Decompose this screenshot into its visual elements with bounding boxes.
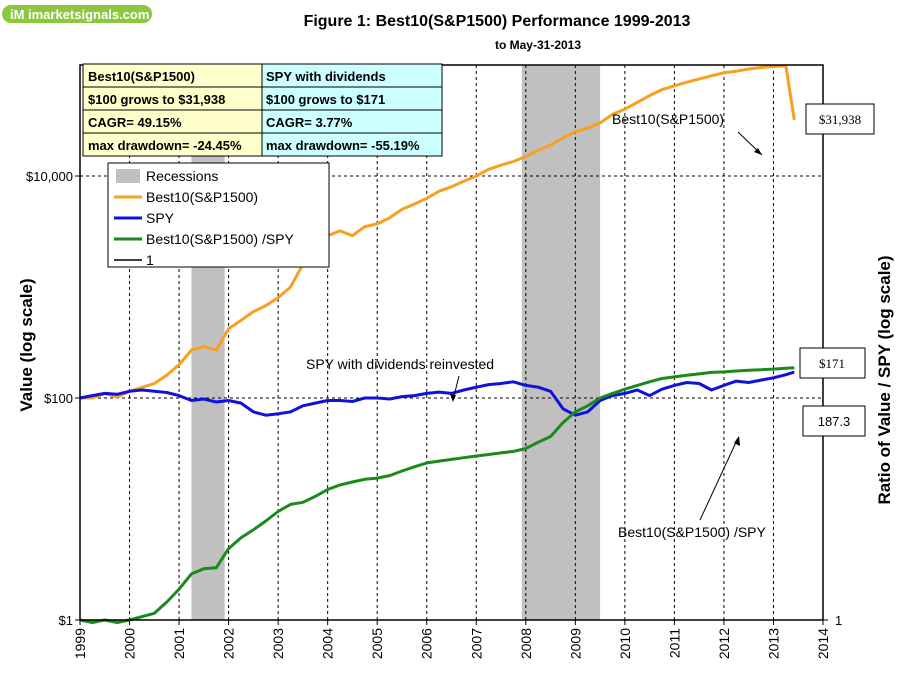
- plot-area: 1999 2000 2001 2002 2003 2004 2005 2006 2007 2008…: [26, 64, 842, 659]
- logo: iM imarketsignals.com: [2, 5, 152, 23]
- annotation-ratio-arrow: [699, 437, 739, 521]
- end-labels: $31,938 $171 187.3: [799, 103, 875, 437]
- legend-entry: 1: [146, 252, 154, 268]
- x-tick-label: 2012: [716, 628, 732, 659]
- annotations: Best10(S&P1500) SPY with dividends reinv…: [306, 111, 767, 540]
- end-label-box-best10: [805, 103, 875, 135]
- plot-frame: [79, 64, 824, 621]
- x-tick-label: 2001: [171, 628, 187, 659]
- x-tick-label: 2004: [320, 628, 336, 659]
- info-right-row-4: max drawdown= -55.19%: [266, 138, 420, 153]
- legend-swatch-recessions: [116, 169, 140, 183]
- info-right-row-3: CAGR= 3.77%: [266, 115, 353, 130]
- info-left-row-4: max drawdown= -24.45%: [88, 138, 242, 153]
- x-tick-label: 2006: [419, 628, 435, 659]
- legend-box: [107, 162, 330, 268]
- x-tick-label: 2010: [617, 628, 633, 659]
- legend-entry: SPY: [146, 210, 175, 226]
- y-axis-label-left: Value (log scale): [17, 278, 36, 411]
- logo-mark: iM: [10, 7, 24, 22]
- x-tick-label: 2007: [468, 628, 484, 659]
- y-tick-label-left: $100: [44, 391, 73, 406]
- y-axis-label-right: Ratio of Value / SPY (log scale): [875, 255, 894, 504]
- logo-text: imarketsignals.com: [28, 7, 149, 22]
- annotation-ratio: Best10(S&P1500) /SPY: [618, 524, 767, 540]
- x-tick-label: 2009: [567, 628, 583, 659]
- end-label-best10: $31,938: [819, 112, 861, 127]
- info-left-row-2: $100 grows to $31,938: [88, 92, 225, 107]
- y-tick-label-left: $10,000: [26, 169, 73, 184]
- legend-entry: Recessions: [146, 168, 218, 184]
- end-label-ratio: 187.3: [818, 414, 851, 429]
- x-tick-label: 2005: [369, 628, 385, 659]
- series-line-3: [79, 366, 795, 624]
- end-label-spy: $171: [819, 356, 845, 371]
- legend-entry: Best10(S&P1500): [146, 189, 258, 205]
- x-tick-label: 2014: [815, 628, 831, 659]
- chart-title: Figure 1: Best10(S&P1500) Performance 19…: [304, 13, 691, 30]
- series-line-2: [79, 370, 795, 417]
- x-tick-label: 2011: [666, 628, 682, 658]
- info-table: Best10(S&P1500) $100 grows to $31,938 CA…: [82, 63, 443, 157]
- series-line-1: [80, 64, 796, 400]
- logo-badge: [2, 5, 152, 23]
- x-tick-label: 1999: [72, 628, 88, 659]
- legend-entry: Best10(S&P1500) /SPY: [146, 231, 295, 247]
- end-label-box-spy: [799, 347, 866, 379]
- chart-subtitle: to May-31-2013: [495, 38, 581, 52]
- y-tick-label-right: 1: [835, 613, 842, 628]
- annotation-spy: SPY with dividends reinvested: [306, 356, 494, 372]
- end-label-box-ratio: [802, 405, 866, 437]
- x-tick-label: 2008: [518, 628, 534, 659]
- annotation-best10: Best10(S&P1500): [612, 111, 724, 127]
- info-right-row-1: SPY with dividends: [266, 69, 386, 84]
- recession-band-2: [521, 65, 601, 620]
- x-tick-label: 2002: [221, 628, 237, 659]
- info-left-row-1: Best10(S&P1500): [88, 69, 195, 84]
- x-tick-label: 2000: [122, 628, 138, 659]
- legend: Recessions Best10(S&P1500) SPY Best10(S&P15…: [107, 162, 330, 268]
- x-tick-label: 2013: [765, 628, 781, 659]
- x-tick-label: 2003: [270, 628, 286, 659]
- info-right-row-2: $100 grows to $171: [266, 92, 385, 107]
- info-left-row-3: CAGR= 49.15%: [88, 115, 182, 130]
- y-tick-label-left: $1: [59, 613, 73, 628]
